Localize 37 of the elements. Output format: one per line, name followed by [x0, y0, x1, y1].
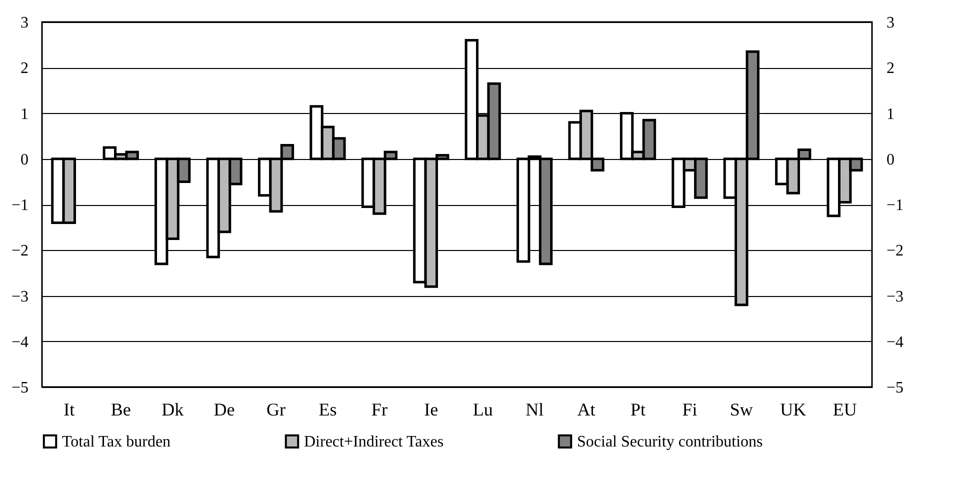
legend-label: Social Security contributions [577, 433, 763, 450]
y2-tick-label: 0 [886, 151, 894, 168]
x-tick-label: Lu [472, 400, 493, 420]
y2-tick-label: 1 [886, 106, 894, 123]
y2-tick-label: −5 [886, 380, 904, 396]
x-tick-label: Fr [371, 400, 388, 420]
x-tick-label: UK [780, 400, 806, 420]
x-tick-label: Pt [630, 400, 646, 420]
y2-tick-label: −3 [886, 288, 904, 306]
y2-tick-label: −1 [886, 197, 904, 214]
y-tick-label: −1 [11, 197, 28, 214]
y-tick-label: −3 [11, 288, 28, 306]
x-tick-label: At [577, 400, 596, 420]
y-tick-label: 2 [20, 60, 28, 78]
legend-label: Direct+Indirect Taxes [304, 433, 444, 450]
x-tick-label: Nl [526, 400, 544, 420]
x-tick-label: Be [110, 400, 131, 420]
y-tick-label: 3 [20, 14, 28, 32]
y-tick-label: −2 [11, 242, 28, 260]
x-tick-label: Sw [730, 400, 753, 420]
x-tick-label: It [64, 400, 75, 420]
x-tick-label: Es [318, 400, 337, 420]
x-tick-label: Gr [266, 400, 286, 420]
y-tick-label: −4 [11, 334, 28, 351]
y2-tick-label: 2 [886, 60, 894, 78]
x-tick-label: Fi [682, 400, 698, 420]
x-tick-label: Ie [424, 400, 438, 420]
y-tick-label: 1 [20, 106, 28, 123]
legend-label: Total Tax burden [62, 433, 171, 450]
y-tick-label: −5 [11, 380, 28, 396]
y2-tick-label: −2 [886, 242, 904, 260]
x-tick-label: Dk [162, 400, 184, 420]
x-tick-label: EU [832, 400, 857, 420]
x-tick-label: De [214, 400, 235, 420]
y2-tick-label: −4 [886, 334, 904, 351]
y2-tick-label: 3 [886, 14, 894, 32]
y-tick-label: 0 [20, 151, 28, 168]
